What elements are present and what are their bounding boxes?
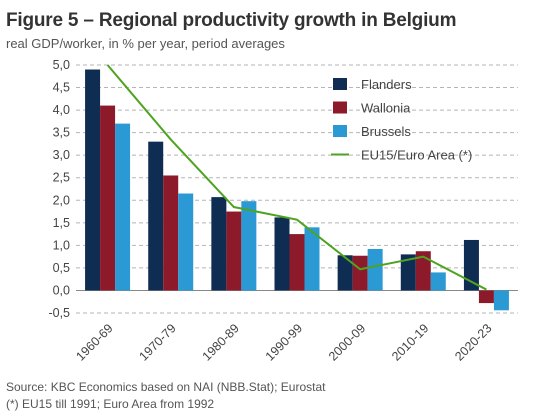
bar-wallonia [352, 255, 368, 291]
bar-brussels [304, 227, 320, 291]
legend-label: Brussels [361, 124, 411, 139]
bar-flanders [274, 217, 290, 291]
source-note: Source: KBC Economics based on NAI (NBB.… [6, 379, 325, 413]
legend-swatch-brussels [333, 125, 347, 137]
x-tick-label: 1960-69 [73, 321, 115, 363]
bar-line-chart: 5,0 4,5 4,0 3,5 3,0 2,5 2,0 1,5 1,0 0,5 0,0 -0,5196… [48, 58, 518, 364]
y-tick-label: -0,5 [48, 306, 70, 320]
bar-flanders [463, 239, 479, 291]
bar-wallonia [415, 251, 431, 291]
y-tick-label: 1,5 [53, 216, 70, 230]
bar-brussels [241, 201, 257, 291]
y-tick-label: 3,5 [53, 126, 70, 140]
bar-flanders [148, 141, 164, 291]
x-tick-label: 1990-99 [263, 321, 305, 363]
chart-subtitle: real GDP/worker, in % per year, period a… [6, 36, 285, 51]
source-text: Source: KBC Economics based on NAI (NBB.… [6, 380, 326, 394]
x-tick-label: 2000-09 [326, 321, 368, 363]
bar-wallonia [478, 290, 494, 304]
bar-brussels [367, 248, 383, 291]
y-tick-label: 4,0 [53, 103, 70, 117]
bar-wallonia [100, 105, 116, 291]
legend-label: Flanders [361, 77, 412, 92]
legend-swatch-wallonia [333, 101, 347, 114]
legend-swatch-flanders [333, 78, 347, 90]
y-tick-label: 3,0 [53, 148, 70, 162]
legend-label: EU15/Euro Area (*) [361, 148, 472, 163]
bar-brussels [115, 123, 131, 291]
bar-flanders [337, 255, 353, 291]
y-tick-label: 1,0 [53, 238, 70, 252]
footnote-text: (*) EU15 till 1991; Euro Area from 1992 [6, 397, 215, 411]
y-tick-label: 0,0 [53, 283, 70, 297]
line-eu15-euro-area [106, 64, 487, 291]
y-tick-label: 2,5 [53, 171, 70, 185]
bar-wallonia [289, 234, 305, 291]
bar-brussels [493, 290, 509, 311]
x-tick-label: 2020-23 [452, 321, 494, 363]
bar-wallonia [163, 175, 179, 291]
y-tick-label: 4,5 [53, 81, 70, 95]
chart-title: Figure 5 – Regional productivity growth … [6, 10, 457, 31]
y-tick-label: 2,0 [53, 193, 70, 207]
bar-wallonia [226, 211, 242, 291]
x-tick-label: 2010-19 [389, 321, 431, 363]
y-tick-label: 5,0 [53, 58, 70, 72]
bar-flanders [85, 69, 101, 291]
y-tick-label: 0,5 [53, 261, 70, 275]
x-tick-label: 1980-89 [200, 321, 242, 363]
bar-brussels [430, 272, 446, 291]
legend-label: Wallonia [361, 101, 411, 116]
bar-brussels [178, 193, 194, 291]
x-tick-label: 1970-79 [136, 321, 178, 363]
bar-flanders [211, 197, 227, 291]
bar-flanders [400, 254, 416, 291]
